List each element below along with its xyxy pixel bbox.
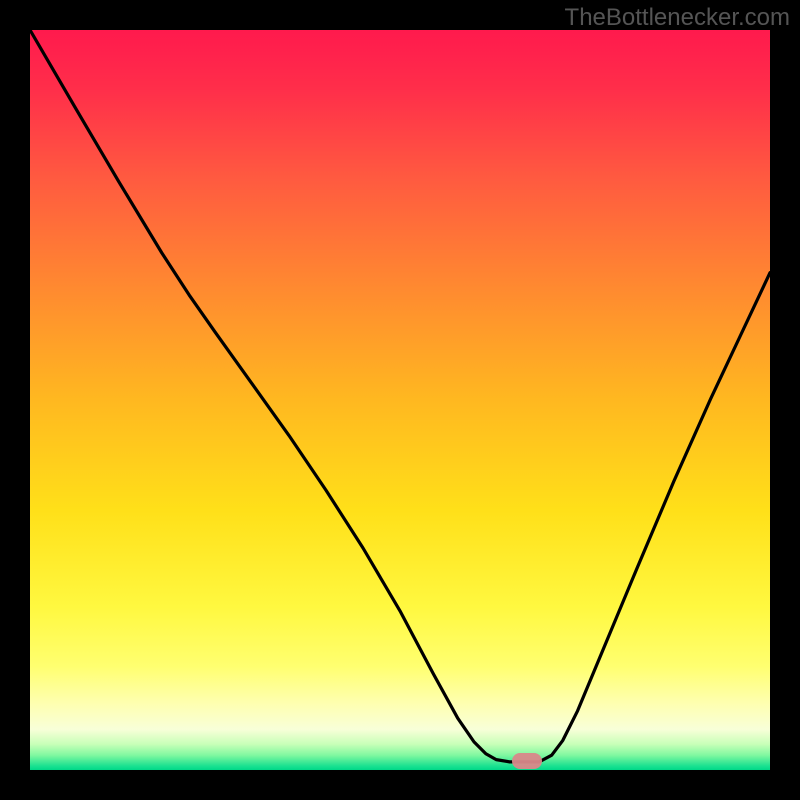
bottleneck-curve [30, 30, 770, 770]
watermark-text: TheBottlenecker.com [565, 4, 790, 32]
minimum-marker [512, 753, 542, 769]
chart-frame: TheBottlenecker.com [0, 0, 800, 800]
